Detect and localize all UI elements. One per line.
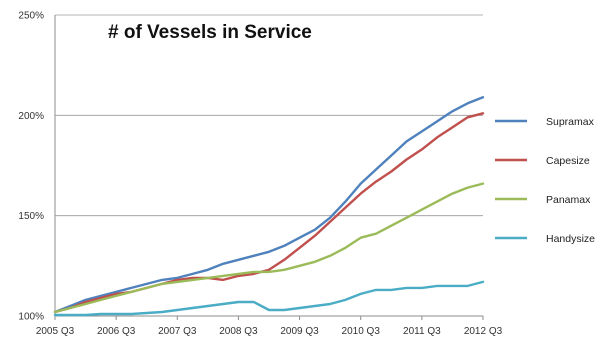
y-tick-label: 200% (18, 111, 44, 122)
x-tick-label: 2012 Q3 (464, 326, 503, 337)
x-tick-label: 2009 Q3 (280, 326, 319, 337)
x-tick-label: 2010 Q3 (342, 326, 381, 337)
x-tick-label: 2005 Q3 (36, 326, 75, 337)
x-tick-label: 2006 Q3 (97, 326, 136, 337)
y-tick-label: 150% (18, 211, 44, 222)
chart-title: # of Vessels in Service (108, 22, 312, 43)
legend: Supramax Capesize Panamax Handysize (495, 116, 595, 245)
series-line-capesize (53, 112, 485, 314)
legend-label-supramax: Supramax (546, 116, 595, 128)
gridlines (54, 14, 483, 317)
x-tick-label: 2011 Q3 (403, 326, 441, 337)
series-line-handysize (53, 280, 485, 317)
y-tick-label: 100% (18, 312, 44, 323)
series-lines (53, 96, 485, 317)
legend-label-capesize: Capesize (546, 155, 590, 167)
y-axis-ticks: 100% 150% 200% 250% (18, 11, 44, 323)
legend-label-panamax: Panamax (546, 194, 591, 206)
x-tick-label: 2007 Q3 (158, 326, 197, 337)
legend-label-handysize: Handysize (546, 233, 595, 245)
series-line-supramax (53, 96, 485, 314)
x-tick-label: 2008 Q3 (219, 326, 258, 337)
series-line-panamax (53, 182, 485, 314)
x-axis-ticks: 2005 Q3 2006 Q3 2007 Q3 2008 Q3 2009 Q3 2010 … (36, 316, 503, 337)
y-tick-label: 250% (18, 11, 44, 22)
